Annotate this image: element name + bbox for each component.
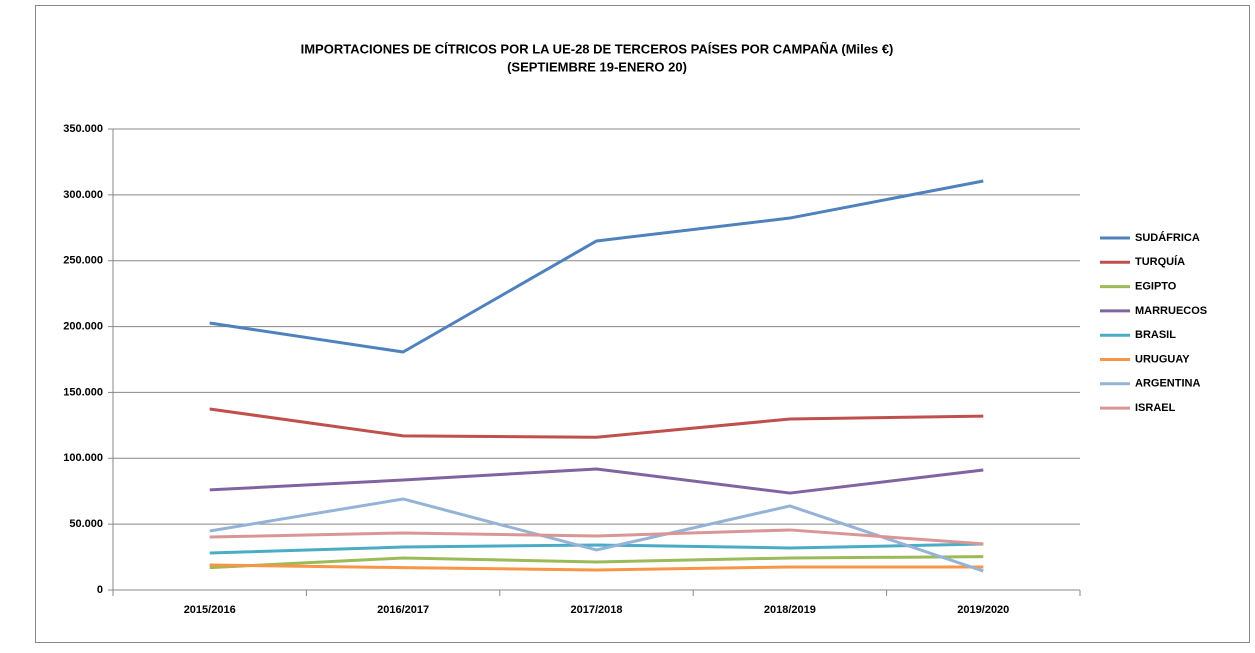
series-line bbox=[209, 467, 984, 495]
y-tick-label: 150.000 bbox=[63, 386, 103, 398]
chart-title: IMPORTACIONES DE CÍTRICOS POR LA UE-28 D… bbox=[301, 41, 894, 56]
series-line bbox=[209, 528, 984, 546]
x-tick-label: 2015/2016 bbox=[184, 604, 236, 616]
legend-label: MARRUECOS bbox=[1135, 305, 1207, 317]
legend-label: BRASIL bbox=[1135, 329, 1176, 341]
legend-label: ISRAEL bbox=[1135, 402, 1176, 414]
legend-label: SUDÁFRICA bbox=[1135, 231, 1200, 244]
x-tick-label: 2018/2019 bbox=[764, 604, 816, 616]
series-line bbox=[209, 497, 984, 573]
series-line bbox=[209, 542, 984, 555]
y-tick-label: 250.000 bbox=[63, 255, 103, 267]
legend-label: ARGENTINA bbox=[1135, 378, 1200, 390]
chart-subtitle: (SEPTIEMBRE 19-ENERO 20) bbox=[507, 59, 687, 74]
y-tick-label: 300.000 bbox=[63, 189, 103, 201]
legend-label: TURQUÍA bbox=[1135, 255, 1185, 268]
x-tick-label: 2017/2018 bbox=[571, 604, 623, 616]
series-line bbox=[209, 407, 984, 439]
series-line bbox=[209, 555, 984, 570]
x-tick-label: 2019/2020 bbox=[957, 604, 1009, 616]
x-tick-label: 2016/2017 bbox=[377, 604, 429, 616]
series-line bbox=[209, 179, 984, 354]
y-tick-label: 200.000 bbox=[63, 320, 103, 332]
series-line bbox=[209, 563, 984, 572]
y-tick-label: 350.000 bbox=[63, 123, 103, 135]
y-tick-label: 0 bbox=[97, 584, 103, 596]
y-tick-label: 100.000 bbox=[63, 452, 103, 464]
legend-label: EGIPTO bbox=[1135, 281, 1177, 293]
legend-label: URUGUAY bbox=[1135, 353, 1190, 365]
y-tick-label: 50.000 bbox=[69, 518, 103, 530]
